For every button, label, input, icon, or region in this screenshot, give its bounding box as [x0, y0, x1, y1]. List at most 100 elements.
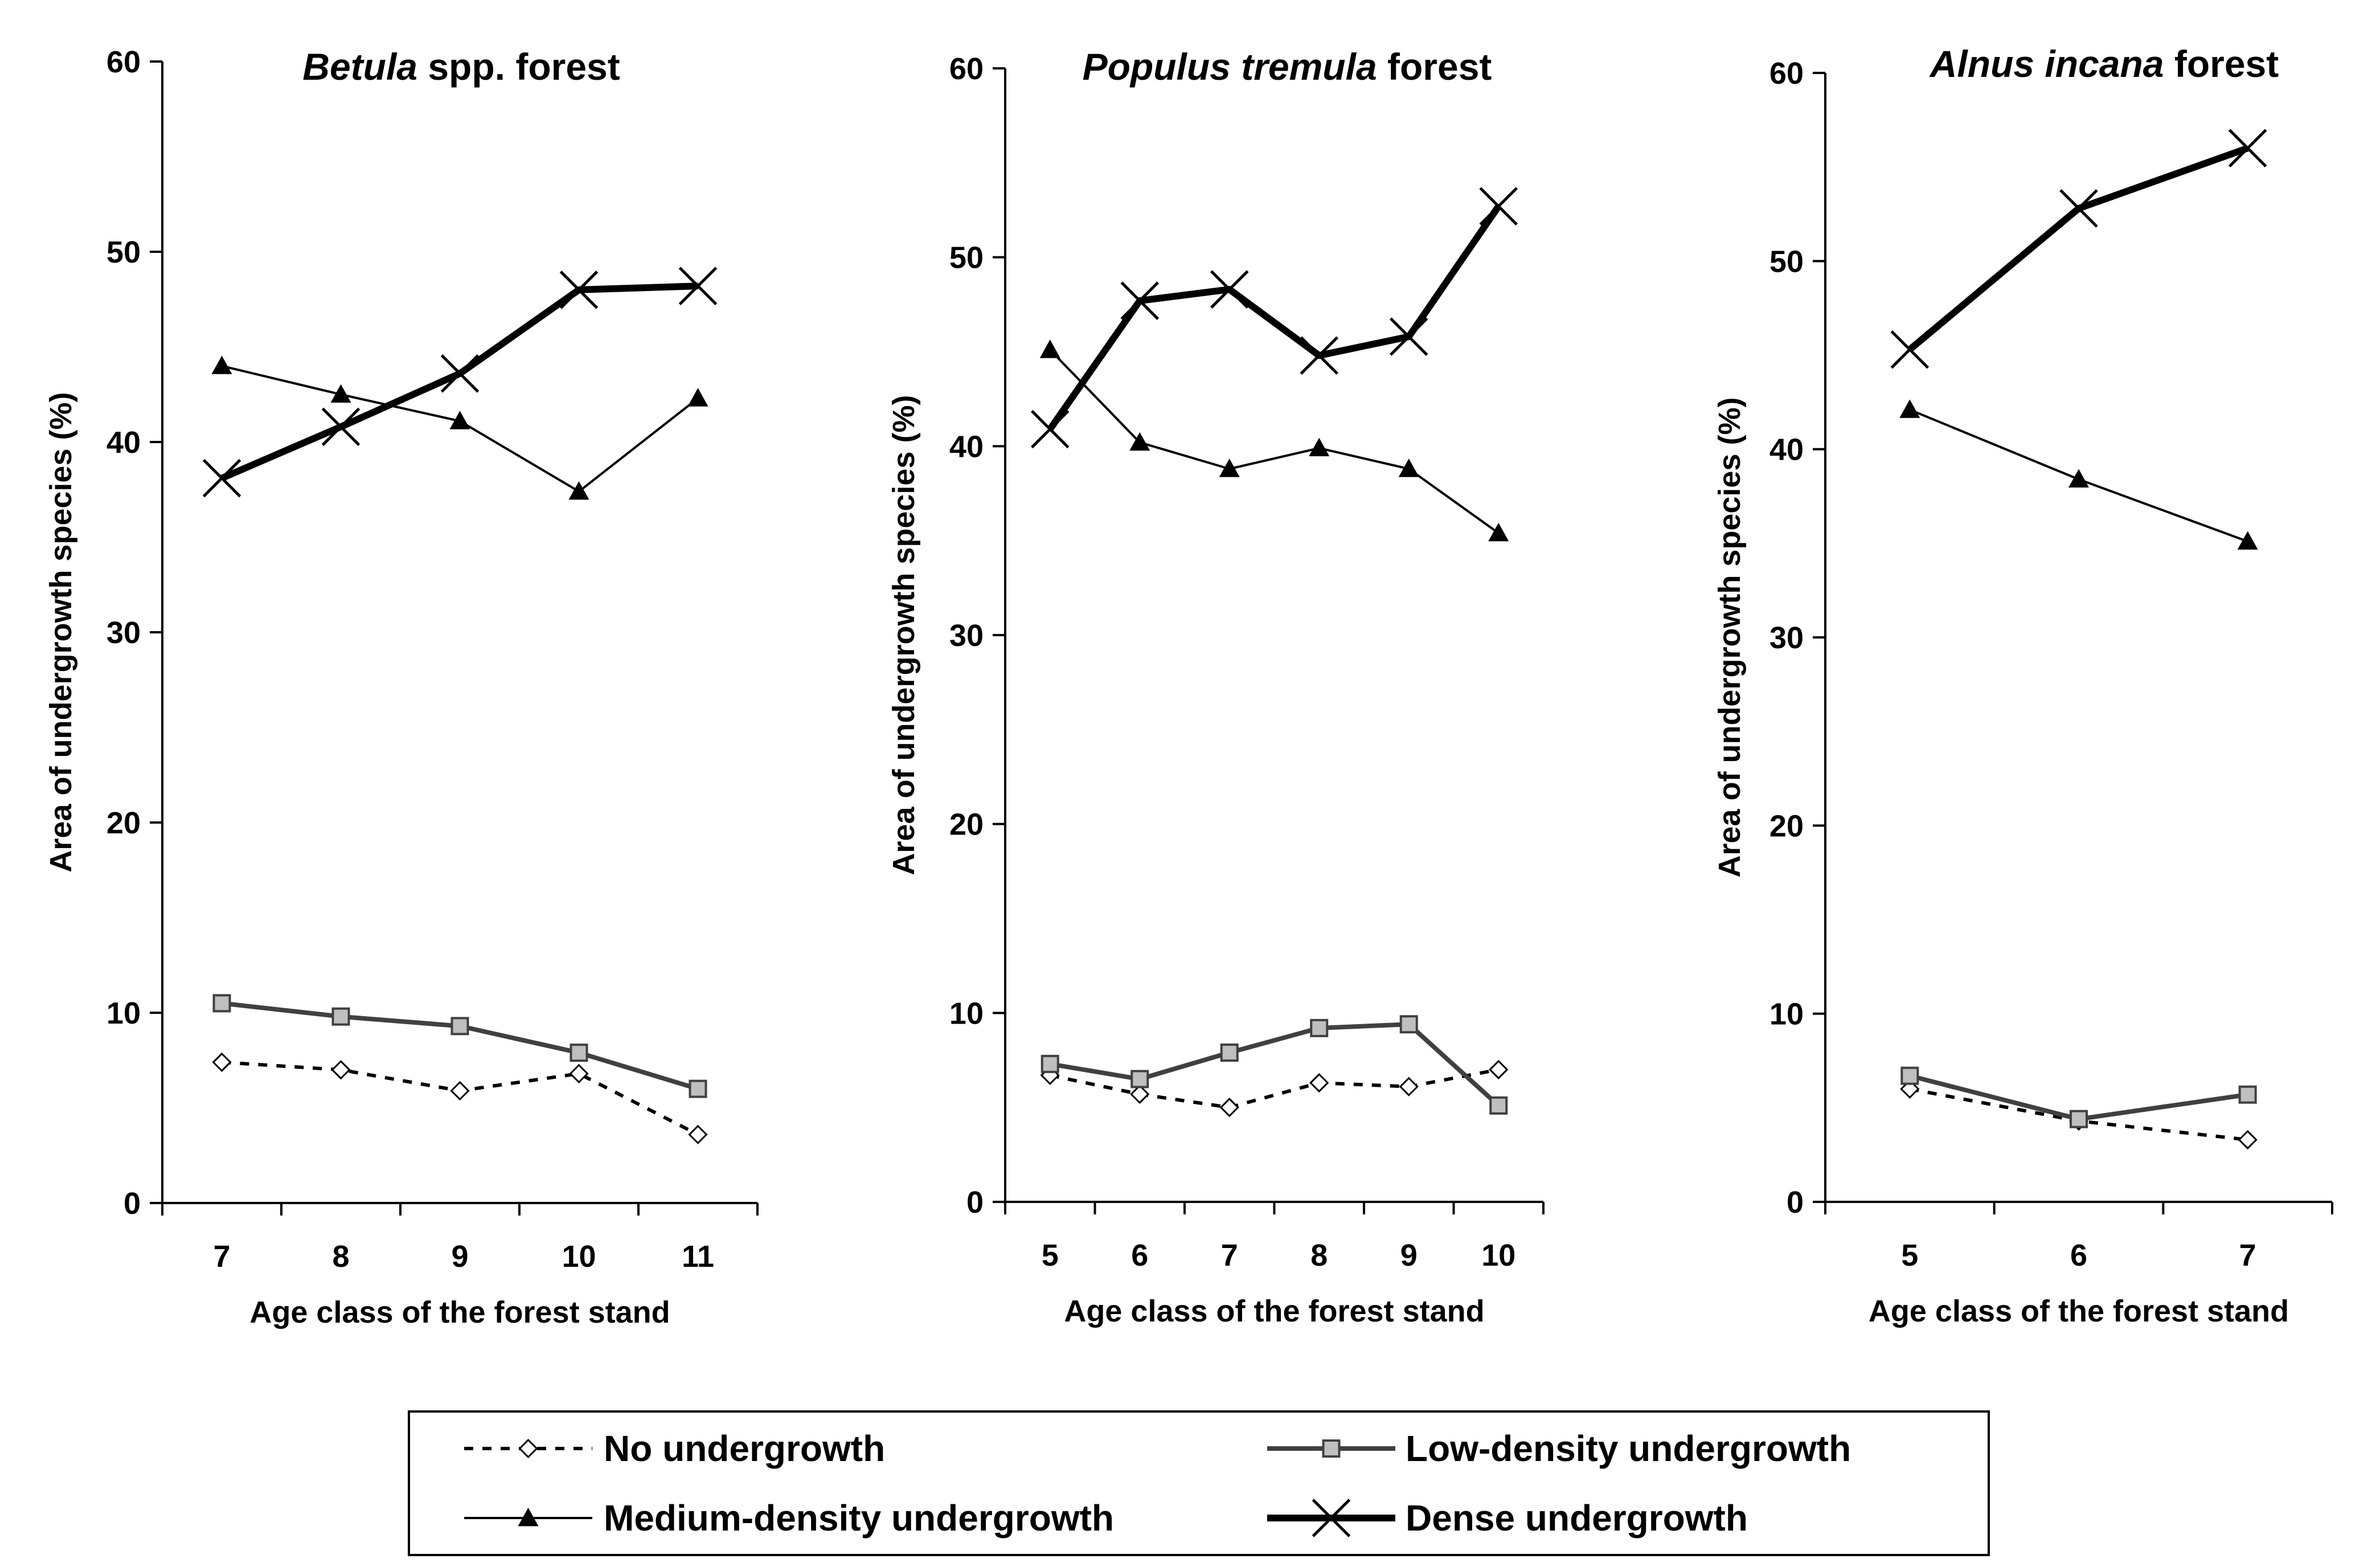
legend-marker-none	[518, 1438, 538, 1459]
data-point-medium	[2237, 531, 2258, 550]
data-point-dense	[559, 271, 599, 309]
x-tick-label: 6	[2070, 1238, 2087, 1273]
x-tick-label: 11	[682, 1239, 714, 1274]
y-axis-title: Area of undergrowth species (%)	[44, 392, 78, 872]
data-point-dense	[321, 407, 361, 447]
y-tick-label: 10	[949, 996, 984, 1030]
y-tick-label: 20	[106, 806, 141, 840]
legend-label-medium: Medium-density undergrowth	[604, 1497, 1114, 1539]
chart-title: Populus tremula forest	[1083, 46, 1492, 88]
chart-title-rest: spp. forest	[417, 46, 620, 88]
legend-label-dense: Dense undergrowth	[1406, 1497, 1748, 1539]
x-tick-label: 6	[1131, 1238, 1148, 1273]
chart-title-rest: forest	[1377, 46, 1492, 88]
data-point-none	[1309, 1073, 1329, 1093]
data-point-low	[450, 1017, 469, 1036]
data-point-none	[331, 1060, 351, 1080]
legend-marker-dense	[1312, 1499, 1351, 1537]
series-line-low	[1050, 1022, 1500, 1107]
y-axis-title: Area of undergrowth species (%)	[887, 395, 921, 875]
series-none	[212, 1052, 708, 1144]
data-point-medium	[1039, 339, 1060, 358]
series-dense	[202, 267, 718, 498]
chart-title: Alnus incana forest	[1929, 43, 2279, 85]
y-tick-label: 30	[949, 619, 984, 653]
data-point-low	[570, 1044, 588, 1062]
y-tick-label: 60	[949, 52, 984, 86]
data-point-low	[1220, 1043, 1239, 1062]
x-tick-label: 7	[2239, 1238, 2256, 1273]
y-tick-label: 50	[106, 235, 141, 269]
y-tick-label: 20	[949, 808, 984, 842]
y-tick-label: 40	[1769, 433, 1804, 467]
y-tick-label: 50	[1769, 244, 1804, 279]
y-tick-label: 40	[106, 425, 141, 460]
y-tick-label: 0	[966, 1185, 984, 1220]
legend-entry-none: No undergrowth	[464, 1428, 885, 1469]
legend-marker-medium	[518, 1508, 539, 1527]
x-tick-label: 5	[1042, 1238, 1059, 1273]
series-low	[212, 994, 707, 1098]
y-tick-label: 60	[106, 45, 141, 79]
chart-title: Betula spp. forest	[302, 46, 620, 88]
data-point-low	[1041, 1054, 1059, 1073]
data-point-low	[1489, 1096, 1508, 1115]
y-tick-label: 30	[106, 616, 141, 650]
x-tick-label: 8	[332, 1239, 349, 1274]
data-point-dense	[440, 354, 480, 393]
data-point-low	[2070, 1110, 2088, 1128]
y-tick-label: 10	[106, 996, 141, 1030]
x-tick-label: 9	[1400, 1238, 1418, 1273]
y-tick-label: 40	[949, 429, 984, 464]
data-point-low	[1130, 1070, 1149, 1089]
legend-entry-medium: Medium-density undergrowth	[464, 1497, 1114, 1539]
x-tick-label: 7	[1221, 1238, 1238, 1273]
data-point-dense	[1120, 281, 1160, 320]
series-dense	[1030, 187, 1518, 449]
x-axis-title: Age class of the forest stand	[1869, 1294, 2289, 1328]
data-point-medium	[1309, 437, 1330, 457]
data-point-low	[1310, 1018, 1329, 1037]
data-point-dense	[202, 459, 241, 498]
x-axis-title: Age class of the forest stand	[249, 1295, 670, 1329]
data-point-dense	[1030, 410, 1070, 449]
chart-title-italic: Populus tremula	[1083, 46, 1377, 88]
series-line-low	[222, 1001, 699, 1091]
y-tick-label: 50	[949, 241, 984, 275]
data-point-low	[1399, 1015, 1418, 1034]
y-tick-label: 0	[1787, 1185, 1804, 1220]
data-point-none	[569, 1063, 589, 1084]
x-tick-label: 7	[213, 1239, 230, 1274]
legend-box	[408, 1410, 1990, 1556]
series-medium	[1899, 399, 2258, 550]
data-point-dense	[2059, 189, 2098, 228]
data-point-low	[331, 1007, 350, 1026]
series-none	[1040, 1059, 1509, 1118]
data-point-low	[212, 994, 231, 1013]
data-point-none	[688, 1124, 708, 1144]
legend-entry-dense: Dense undergrowth	[1267, 1497, 1748, 1539]
data-point-medium	[568, 481, 589, 500]
series-line-dense	[1907, 145, 2249, 353]
data-point-dense	[1389, 317, 1428, 356]
legend-marker-low	[1322, 1439, 1341, 1458]
legend-label-low: Low-density undergrowth	[1406, 1428, 1851, 1469]
data-point-medium	[330, 384, 351, 403]
series-line-dense	[1047, 204, 1502, 431]
data-point-medium	[2068, 469, 2089, 488]
legend: No undergrowth Low-density undergrowth Med…	[408, 1410, 1990, 1556]
data-point-dense	[678, 267, 718, 305]
data-point-medium	[1488, 522, 1509, 542]
series-line-medium	[1049, 349, 1500, 534]
data-point-none	[2238, 1130, 2258, 1150]
data-point-none	[1130, 1084, 1150, 1104]
data-point-dense	[1890, 330, 1930, 369]
data-point-dense	[2228, 129, 2267, 167]
x-axis-title: Age class of the forest stand	[1064, 1294, 1484, 1328]
x-tick-label: 5	[1901, 1238, 1918, 1273]
y-tick-label: 10	[1769, 997, 1804, 1032]
y-tick-label: 20	[1769, 809, 1804, 843]
chart-title-italic: Betula	[302, 46, 417, 88]
y-axis-title: Area of undergrowth species (%)	[1713, 397, 1747, 877]
